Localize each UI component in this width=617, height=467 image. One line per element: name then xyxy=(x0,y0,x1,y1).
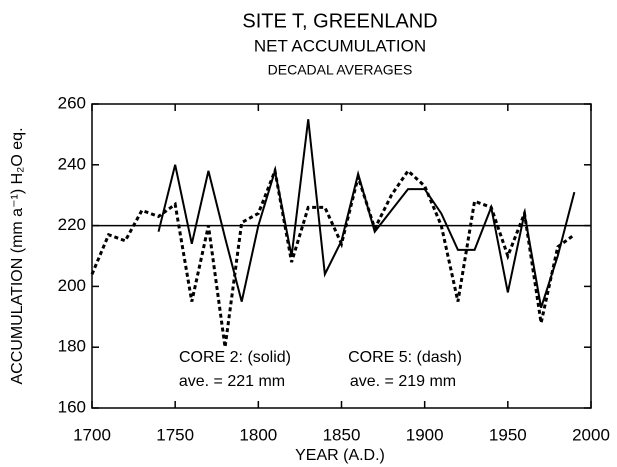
x-tick-label: 1950 xyxy=(489,425,527,444)
data-line xyxy=(157,119,576,308)
chart-subtitle: NET ACCUMULATION xyxy=(254,36,426,55)
chart-subtitle: DECADAL AVERAGES xyxy=(268,62,413,78)
x-tick-label: 1850 xyxy=(323,425,361,444)
y-tick-label: 220 xyxy=(58,215,86,234)
x-tick-label: 1700 xyxy=(73,425,111,444)
annotation: CORE 5: (dash) xyxy=(348,349,462,366)
x-tick-label: 1750 xyxy=(156,425,194,444)
x-tick-label: 1800 xyxy=(239,425,277,444)
annotation: CORE 2: (solid) xyxy=(179,349,291,366)
x-axis-label: YEAR (A.D.) xyxy=(295,447,385,464)
y-tick-label: 160 xyxy=(58,397,86,416)
annotation: ave. = 219 mm xyxy=(350,373,456,390)
x-tick-label: 2000 xyxy=(572,425,610,444)
y-tick-label: 180 xyxy=(58,337,86,356)
chart-title: SITE T, GREENLAND xyxy=(242,10,437,32)
annotation: ave. = 221 mm xyxy=(179,373,285,390)
y-axis-label: ACCUMULATION (mm a⁻¹) H₂O eq. xyxy=(9,127,26,384)
y-tick-label: 200 xyxy=(58,276,86,295)
y-tick-label: 240 xyxy=(58,154,86,173)
y-tick-label: 260 xyxy=(58,93,86,112)
x-tick-label: 1900 xyxy=(406,425,444,444)
data-line xyxy=(90,165,576,348)
